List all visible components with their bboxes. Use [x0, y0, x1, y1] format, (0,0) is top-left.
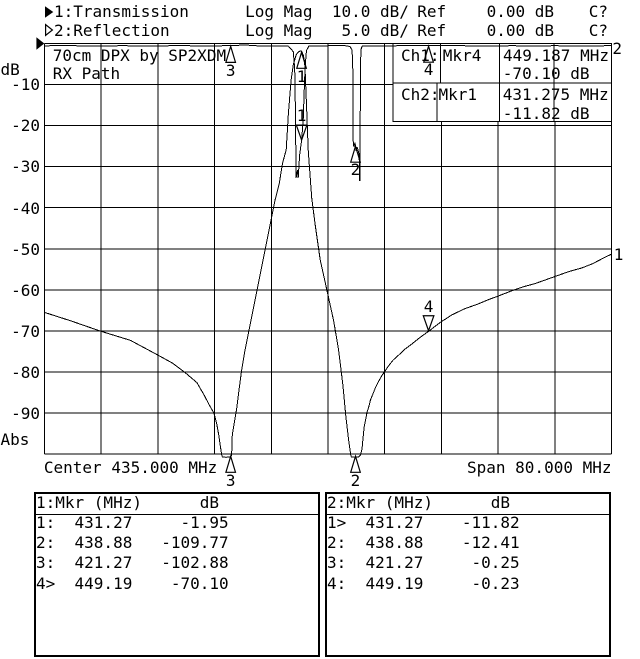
trace1-ref-label: Ref [417, 1, 447, 21]
marker-table-2-row-2: 2: 438.88 -12.41 [327, 533, 520, 553]
marker-2-2-number: 2 [350, 160, 361, 180]
trace2-inactive-icon [44, 23, 54, 37]
marker-1-3-number: 3 [225, 470, 236, 490]
readout-box [392, 82, 612, 122]
readout2-level: -11.82 dB [502, 103, 590, 123]
marker-table-2-row-4: 4: 449.19 -0.23 [327, 573, 520, 593]
readout-box-frames [392, 43, 612, 122]
marker-table-2-separator [326, 513, 609, 515]
marker-1-3-triangle [225, 454, 237, 473]
marker-2-2-triangle [349, 144, 362, 163]
trace1-scale: 10.0 dB/ [331, 1, 409, 21]
marker-table-2-row-1: 1> 431.27 -11.82 [327, 513, 520, 533]
grid [44, 43, 612, 455]
trace1-end-label: 1 [613, 245, 624, 264]
y-tick--70: -70 [11, 321, 40, 341]
marker-table-1: 1:Mkr (MHz) dB 1: 431.27 -1.95 2: 438.88 … [33, 492, 320, 657]
readout1-channel: Ch1: [401, 46, 440, 66]
marker-1-2-triangle [349, 454, 362, 473]
y-tick--20: -20 [11, 116, 40, 136]
x-axis-center: Center 435.000 MHz [43, 457, 218, 477]
marker-2-3-triangle [225, 44, 237, 63]
y-axis-bottom-label: Abs [0, 430, 30, 450]
trace2-end-label: 2 [612, 38, 623, 58]
marker-triangles [225, 44, 435, 473]
marker-2-4-triangle [422, 44, 435, 63]
plot-subtitle: RX Path [52, 64, 121, 84]
marker-2-4-number: 4 [423, 60, 434, 80]
marker-2-3-number: 3 [225, 60, 236, 80]
y-tick--80: -80 [11, 362, 40, 382]
trace2-ref-value: 0.00 dB [486, 20, 555, 40]
y-tick--30: -30 [11, 157, 40, 177]
readout1-marker: Mkr4 [442, 46, 482, 66]
readout2-frequency: 431.275 MHz [502, 85, 609, 105]
trace2-scale: 5.0 dB/ [341, 20, 409, 40]
trace2-cal-status: C? [588, 20, 609, 40]
readout1-level: -70.10 dB [502, 64, 590, 84]
trace2-ref-label: Ref [417, 20, 447, 40]
marker-table-1-row-4: 4> 449.19 -70.10 [36, 573, 229, 593]
marker-2-1-number: 1 [296, 105, 307, 125]
y-tick--60: -60 [11, 280, 40, 300]
marker-1-2-number: 2 [350, 470, 361, 490]
marker-table-1-separator [35, 513, 318, 515]
trace1-title: 1:Transmission [54, 1, 189, 21]
marker-table-2-row-3: 3: 421.27 -0.25 [327, 553, 520, 573]
marker-1-1-triangle [295, 50, 308, 69]
marker-1-1-number: 1 [296, 66, 307, 86]
readout2-channel: Ch2: [401, 85, 440, 105]
marker-table-1-row-2: 2: 438.88 -109.77 [36, 533, 229, 553]
trace2-format: Log Mag [245, 20, 313, 40]
marker-table-1-row-3: 3: 421.27 -102.88 [36, 553, 229, 573]
trace1-active-icon [45, 6, 54, 18]
marker-table-2-header: 2:Mkr (MHz) dB [327, 493, 511, 513]
y-tick--10: -10 [11, 75, 40, 95]
y-axis-unit: dB [0, 60, 20, 80]
marker-1-4-number: 4 [423, 296, 434, 316]
readout2-marker: Mkr1 [438, 85, 478, 105]
trace1-cal-status: C? [588, 1, 609, 21]
marker-1-4-triangle [422, 315, 435, 333]
trace-2 [44, 44, 612, 182]
marker-2-1-triangle [295, 124, 308, 142]
trace2-title: 2:Reflection [54, 20, 170, 40]
plot-title: 70cm DPX by SP2XDM [52, 46, 227, 66]
x-axis-span: Span 80.000 MHz [467, 457, 612, 477]
reference-level-icon [36, 37, 45, 50]
readout1-frequency: 449.187 MHz [503, 46, 609, 66]
y-tick--40: -40 [11, 198, 40, 218]
marker-table-1-row-1: 1: 431.27 -1.95 [36, 513, 229, 533]
y-tick--50: -50 [11, 239, 40, 259]
marker-table-1-header: 1:Mkr (MHz) dB [36, 493, 220, 513]
trace1-format: Log Mag [245, 1, 313, 21]
marker-table-2: 2:Mkr (MHz) dB 1> 431.27 -11.82 2: 438.88… [324, 492, 611, 657]
y-tick--90: -90 [11, 403, 40, 423]
trace1-ref-value: 0.00 dB [486, 1, 555, 21]
